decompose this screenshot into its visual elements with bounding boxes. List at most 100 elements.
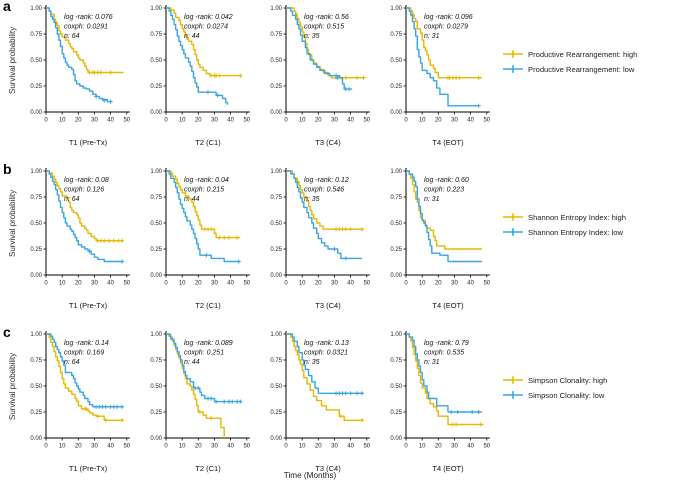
km-panel-b3: 0.00 0.25 0.50 0.75 1.00 0 10 20 30 40 50 log -rank… xyxy=(258,163,378,315)
svg-text:log -rank: 0.56: log -rank: 0.56 xyxy=(304,14,349,21)
svg-text:0: 0 xyxy=(284,281,288,287)
km-curve-high xyxy=(46,7,124,74)
svg-text:40: 40 xyxy=(347,281,354,287)
censor-marks-low xyxy=(332,246,348,261)
svg-text:0.50: 0.50 xyxy=(390,58,402,64)
svg-text:log -rank: 0.60: log -rank: 0.60 xyxy=(424,177,469,184)
figure-row-a: a Survival probability 0.00 0.25 0.50 0.75 1… xyxy=(0,0,676,163)
svg-text:log -rank: 0.089: log -rank: 0.089 xyxy=(184,340,233,347)
svg-text:0.00: 0.00 xyxy=(150,273,162,279)
svg-text:coxph: 0.223: coxph: 0.223 xyxy=(424,187,464,194)
svg-text:30: 30 xyxy=(211,281,218,287)
svg-text:40: 40 xyxy=(467,281,474,287)
svg-text:1.00: 1.00 xyxy=(30,332,42,338)
svg-text:0.00: 0.00 xyxy=(150,110,162,116)
svg-text:20: 20 xyxy=(435,118,442,124)
panel-letter-a: a xyxy=(3,0,11,14)
legend-label: Simpson Clonality: high xyxy=(528,375,608,385)
svg-text:coxph: 0.251: coxph: 0.251 xyxy=(184,350,224,357)
svg-text:0.25: 0.25 xyxy=(150,247,162,253)
svg-text:0.00: 0.00 xyxy=(30,273,42,279)
svg-text:log -rank: 0.076: log -rank: 0.076 xyxy=(64,14,113,21)
km-panel-b1: 0.00 0.25 0.50 0.75 1.00 0 10 20 30 40 50 log -rank… xyxy=(18,163,138,315)
legend-key-low-icon xyxy=(503,65,523,73)
censor-marks-high xyxy=(95,238,124,243)
svg-text:20: 20 xyxy=(435,281,442,287)
svg-text:0.00: 0.00 xyxy=(270,110,282,116)
svg-text:0.75: 0.75 xyxy=(390,32,402,38)
axes: 0.00 0.25 0.50 0.75 1.00 0 10 20 30 40 50 xyxy=(30,5,131,124)
svg-text:20: 20 xyxy=(315,444,322,450)
panel-x-label: T2 (C1) xyxy=(195,301,221,310)
panel-x-label: T4 (EOT) xyxy=(432,138,464,147)
figure-row-c: c Survival probability 0.00 0.25 0.50 0.75 1… xyxy=(0,324,676,489)
svg-text:coxph: 0.0321: coxph: 0.0321 xyxy=(304,350,348,357)
km-curve-high xyxy=(46,333,124,421)
svg-text:0.75: 0.75 xyxy=(270,195,282,201)
svg-text:30: 30 xyxy=(451,444,458,450)
legend-item-low: Shannon Entropy Index: low xyxy=(502,227,626,237)
svg-text:50: 50 xyxy=(363,281,370,287)
km-panel-a4: 0.00 0.25 0.50 0.75 1.00 0 10 20 30 40 50 log -rank… xyxy=(378,0,498,152)
km-curve-low xyxy=(286,170,362,260)
svg-text:50: 50 xyxy=(123,281,130,287)
svg-text:0.00: 0.00 xyxy=(30,110,42,116)
svg-text:coxph: 0.126: coxph: 0.126 xyxy=(64,187,104,194)
censor-marks-low xyxy=(94,404,124,409)
svg-text:30: 30 xyxy=(91,118,98,124)
panel-x-label: T1 (Pre-Tx) xyxy=(69,138,108,147)
svg-text:40: 40 xyxy=(467,118,474,124)
svg-text:50: 50 xyxy=(123,444,130,450)
svg-text:0.50: 0.50 xyxy=(150,221,162,227)
svg-text:0: 0 xyxy=(164,118,168,124)
svg-text:n: 64: n: 64 xyxy=(64,196,80,203)
svg-text:0.75: 0.75 xyxy=(150,358,162,364)
legend-key-low-icon xyxy=(503,391,523,399)
svg-text:50: 50 xyxy=(243,281,250,287)
legend-label: Shannon Entropy Index: low xyxy=(528,227,623,237)
svg-text:0.75: 0.75 xyxy=(270,32,282,38)
svg-text:0: 0 xyxy=(164,444,168,450)
svg-text:0: 0 xyxy=(164,281,168,287)
km-plot: 0.00 0.25 0.50 0.75 1.00 0 10 20 30 40 50 log -rank… xyxy=(270,5,371,147)
censor-marks-low xyxy=(193,386,243,404)
figure-row-b: b Survival probability 0.00 0.25 0.50 0.75 1… xyxy=(0,161,676,326)
time-axis-title: Time (Months) xyxy=(283,471,337,480)
svg-text:50: 50 xyxy=(243,444,250,450)
svg-text:coxph: 0.546: coxph: 0.546 xyxy=(304,187,344,194)
svg-text:0.50: 0.50 xyxy=(150,58,162,64)
svg-text:n: 31: n: 31 xyxy=(424,359,440,366)
svg-text:0.25: 0.25 xyxy=(150,84,162,90)
censor-marks-high xyxy=(338,414,364,423)
stats-annotation: log -rank: 0.089 coxph: 0.251 n: 44 xyxy=(184,340,233,366)
svg-text:log -rank: 0.04: log -rank: 0.04 xyxy=(184,177,229,184)
svg-text:1.00: 1.00 xyxy=(390,332,402,338)
svg-text:50: 50 xyxy=(483,281,490,287)
stats-annotation: log -rank: 0.096 coxph: 0.0279 n: 31 xyxy=(424,14,473,40)
panel-x-label: T1 (Pre-Tx) xyxy=(69,464,108,473)
svg-text:50: 50 xyxy=(363,444,370,450)
panel-strip-b: 0.00 0.25 0.50 0.75 1.00 0 10 20 30 40 50 log -rank… xyxy=(18,163,498,315)
axes: 0.00 0.25 0.50 0.75 1.00 0 10 20 30 40 50 xyxy=(270,331,371,450)
svg-text:10: 10 xyxy=(299,118,306,124)
km-plot: 0.00 0.25 0.50 0.75 1.00 0 10 20 30 40 50 log -rank… xyxy=(390,5,491,147)
svg-text:0.25: 0.25 xyxy=(270,247,282,253)
panel-letter-b: b xyxy=(3,161,12,177)
svg-text:0.75: 0.75 xyxy=(390,195,402,201)
svg-text:0.50: 0.50 xyxy=(30,58,42,64)
stats-annotation: log -rank: 0.12 coxph: 0.546 n: 35 xyxy=(304,177,349,203)
svg-text:0.75: 0.75 xyxy=(30,358,42,364)
svg-text:0.00: 0.00 xyxy=(270,273,282,279)
censor-marks-low xyxy=(476,103,481,108)
legend-item-low: Productive Rearrangement: low xyxy=(502,64,637,74)
panel-x-label: T3 (C4) xyxy=(315,301,341,310)
km-plot: 0.00 0.25 0.50 0.75 1.00 0 10 20 30 40 50 log -rank… xyxy=(150,168,251,310)
svg-text:0.75: 0.75 xyxy=(150,195,162,201)
svg-text:0.00: 0.00 xyxy=(270,436,282,442)
legend-label: Productive Rearrangement: low xyxy=(528,64,635,74)
km-curve-high xyxy=(46,170,124,242)
km-curve-low xyxy=(166,170,241,263)
svg-text:50: 50 xyxy=(363,118,370,124)
panel-letter-c: c xyxy=(3,324,11,340)
